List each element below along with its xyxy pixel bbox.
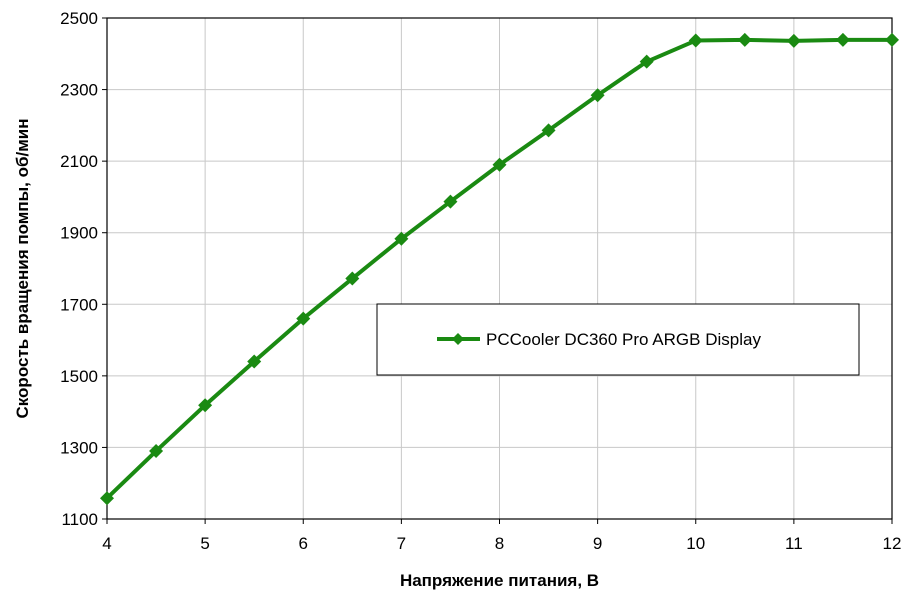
data-point-marker — [296, 311, 311, 326]
x-tick-label: 8 — [495, 534, 504, 553]
y-tick-label: 1500 — [60, 367, 98, 386]
x-axis-title: Напряжение питания, В — [400, 571, 599, 590]
y-axis-ticks: 1100 1300 1500 1700 1900 2100 2300 2500 — [60, 9, 107, 529]
data-point-marker — [786, 33, 801, 48]
legend-label: PCCooler DC360 Pro ARGB Display — [486, 330, 761, 349]
data-point-marker — [541, 123, 556, 138]
y-tick-label: 2300 — [60, 81, 98, 100]
y-axis-title: Скорость вращения помпы, об/мин — [13, 118, 32, 418]
data-point-marker — [737, 32, 752, 47]
data-point-marker — [100, 491, 114, 506]
y-tick-label: 1700 — [60, 295, 98, 314]
data-point-marker — [885, 32, 899, 47]
data-point-marker — [247, 354, 262, 369]
gridlines — [107, 18, 892, 519]
data-point-marker — [835, 32, 850, 47]
x-tick-label: 5 — [200, 534, 209, 553]
data-point-marker — [345, 271, 360, 286]
data-point-marker — [198, 398, 213, 413]
data-point-marker — [149, 444, 164, 459]
data-point-marker — [443, 194, 458, 209]
y-tick-label: 2500 — [60, 9, 98, 28]
legend: PCCooler DC360 Pro ARGB Display — [376, 303, 860, 376]
x-axis-ticks: 4 5 6 7 8 9 10 11 12 — [102, 519, 901, 553]
x-tick-label: 12 — [883, 534, 902, 553]
y-tick-label: 1300 — [60, 438, 98, 457]
x-tick-label: 9 — [593, 534, 602, 553]
data-point-marker — [394, 231, 409, 246]
series-layer — [100, 32, 899, 506]
x-tick-label: 10 — [686, 534, 705, 553]
data-point-marker — [590, 88, 605, 103]
x-tick-label: 4 — [102, 534, 111, 553]
data-point-marker — [639, 54, 654, 69]
y-tick-label: 1100 — [61, 510, 98, 529]
legend-diamond-marker — [452, 333, 464, 345]
data-point-marker — [492, 157, 507, 172]
x-tick-label: 7 — [397, 534, 406, 553]
data-point-marker — [688, 33, 703, 48]
y-tick-label: 1900 — [60, 224, 98, 243]
x-tick-label: 6 — [299, 534, 308, 553]
y-tick-label: 2100 — [60, 152, 98, 171]
x-tick-label: 11 — [785, 534, 803, 553]
